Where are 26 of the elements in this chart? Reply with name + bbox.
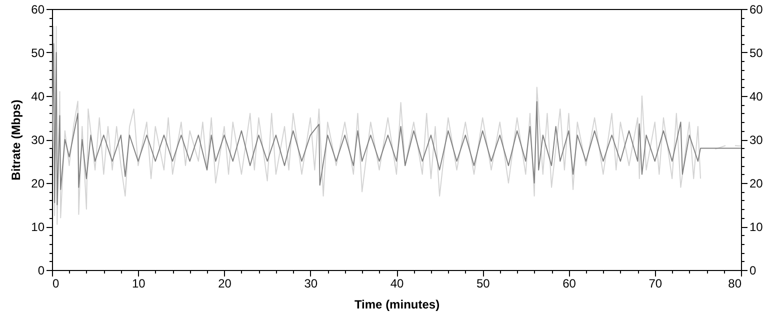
y2-tick-label: 40	[750, 90, 764, 104]
y-axis-title: Bitrate (Mbps)	[9, 100, 24, 180]
y2-tick-label: 30	[750, 133, 764, 147]
y-tick-label: 0	[38, 264, 45, 278]
y-tick-label: 10	[31, 220, 45, 234]
x-tick-label: 10	[132, 276, 146, 290]
y-tick-label: 20	[31, 176, 45, 190]
y-tick-label: 50	[31, 46, 45, 60]
y2-tick-label: 20	[750, 176, 764, 190]
y2-tick-label: 50	[750, 46, 764, 60]
y-tick-label: 40	[31, 90, 45, 104]
y2-tick-label: 10	[750, 220, 764, 234]
line-series	[52, 43, 741, 206]
x-tick-label: 70	[648, 276, 662, 290]
y-tick-label: 60	[31, 2, 45, 16]
x-tick-label: 0	[52, 276, 60, 290]
x-tick-label: 20	[218, 276, 232, 290]
x-tick-label: 50	[476, 276, 490, 290]
y2-tick-label: 0	[750, 264, 756, 278]
x-tick-label: 60	[562, 276, 576, 290]
x-tick-label: 80	[728, 276, 742, 290]
x-tick-label: 30	[304, 276, 318, 290]
x-tick-label: 40	[390, 276, 404, 290]
y2-tick-label: 60	[750, 2, 764, 16]
y-tick-label: 30	[31, 133, 45, 147]
x-axis-title: Time (minutes)	[354, 298, 440, 312]
